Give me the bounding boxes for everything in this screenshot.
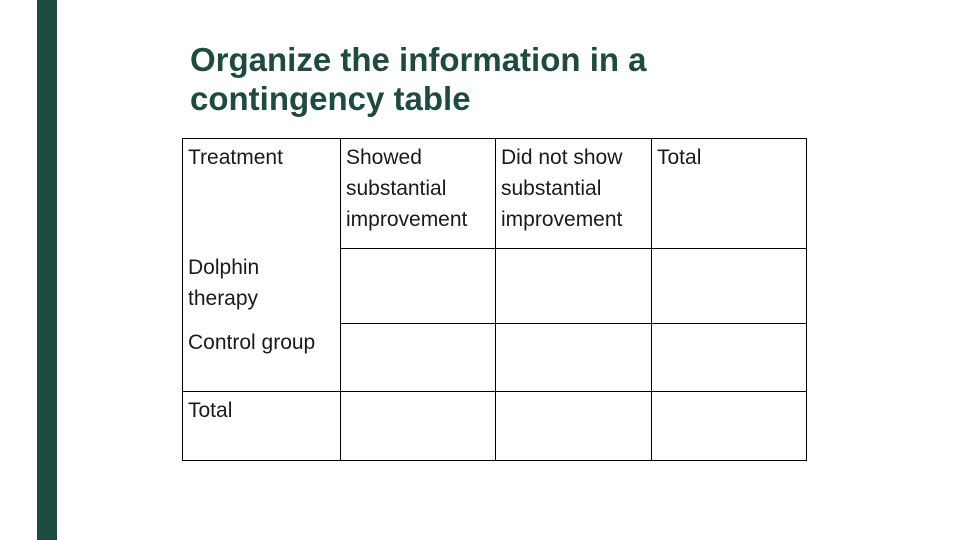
table-header-row: Treatment Showed substantial improvement…: [182, 138, 807, 249]
table-cell-did-not-show: [495, 391, 652, 461]
table-cell-did-not-show: [495, 248, 652, 324]
table-row: Dolphin therapy: [182, 248, 807, 324]
row-label-control-group: Control group: [182, 323, 341, 392]
table-cell-total: [651, 391, 807, 461]
slide-title-line: contingency table: [190, 80, 471, 117]
header-cell-did-not-show-improvement: Did not show substantial improvement: [495, 138, 652, 249]
header-cell-line: Showed: [346, 146, 422, 169]
header-cell-line: Did not show: [501, 146, 623, 169]
row-label-line: Dolphin: [188, 255, 260, 279]
row-label-line: therapy: [188, 286, 259, 310]
accent-side-bar: [37, 0, 57, 540]
header-cell-line: improvement: [501, 208, 623, 231]
table-cell-showed: [340, 391, 496, 461]
row-label-total: Total: [182, 391, 341, 461]
header-cell-line: substantial: [501, 177, 602, 200]
header-cell-treatment: Treatment: [182, 138, 341, 249]
table-cell-showed: [340, 323, 496, 392]
header-cell-line: improvement: [346, 208, 468, 231]
table-row: Control group: [182, 323, 807, 392]
table-cell-total: [651, 248, 807, 324]
table-cell-showed: [340, 248, 496, 324]
table-cell-did-not-show: [495, 323, 652, 392]
header-cell-line: substantial: [346, 177, 447, 200]
row-label-dolphin-therapy: Dolphin therapy: [182, 248, 341, 324]
slide-title: Organize the information in a contingenc…: [190, 40, 830, 118]
contingency-table: Treatment Showed substantial improvement…: [182, 138, 807, 461]
table-cell-total: [651, 323, 807, 392]
header-cell-total: Total: [651, 138, 807, 249]
header-cell-showed-improvement: Showed substantial improvement: [340, 138, 496, 249]
slide-title-line: Organize the information in a: [190, 41, 647, 78]
row-label-line: Control group: [188, 330, 316, 354]
table-row: Total: [182, 391, 807, 461]
row-label-line: Total: [188, 399, 233, 422]
